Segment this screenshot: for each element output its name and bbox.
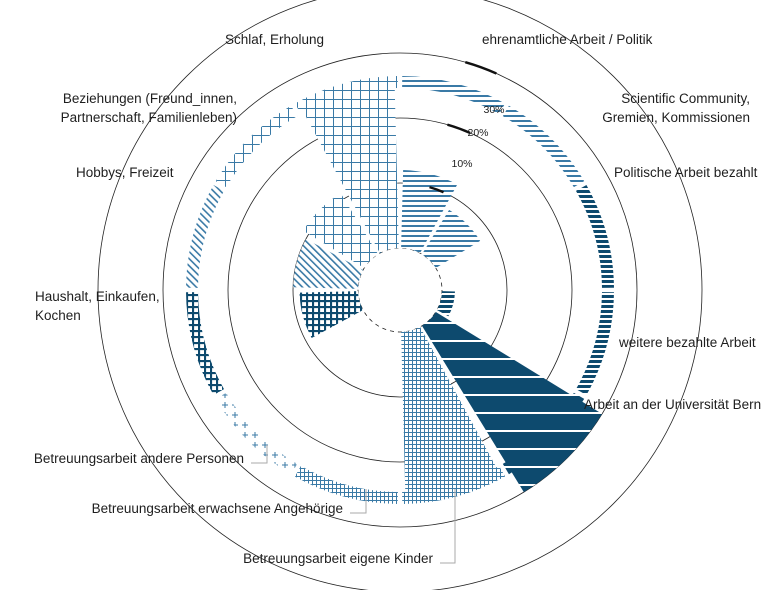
label-line: Gremien, Kommissionen <box>602 110 750 125</box>
radial-tick-labels: 10% 20% 30% <box>429 61 505 194</box>
radial-grid <box>97 0 703 590</box>
grid-circle <box>292 182 508 398</box>
label-andere: Betreuungsarbeit andere Personen <box>34 451 244 466</box>
category-labels: ehrenamtliche Arbeit / Politik Scientific… <box>34 32 761 566</box>
label-haushalt: Haushalt, Einkaufen, Kochen <box>35 289 160 323</box>
label-line: Schlaf, Erholung <box>225 32 324 47</box>
bars <box>293 85 603 501</box>
label-line: Arbeit an der Universität Bern <box>584 397 761 412</box>
bar-scientific <box>421 209 481 269</box>
label-line: Beziehungen (Freund_innen, <box>63 91 237 106</box>
tick-marker <box>429 185 445 194</box>
label-line: Betreuungsarbeit erwachsene Angehörige <box>92 501 343 516</box>
label-line: Scientific Community, <box>621 91 750 106</box>
label-erwachsene: Betreuungsarbeit erwachsene Angehörige <box>92 501 343 516</box>
label-politisch: Politische Arbeit bezahlt <box>614 165 758 180</box>
tick-label: 10% <box>451 158 472 170</box>
label-line: ehrenamtliche Arbeit / Politik <box>482 32 653 47</box>
tick-label: 20% <box>467 127 488 139</box>
grid-circle <box>227 117 573 463</box>
outer-category-ring <box>186 76 614 504</box>
ring-segment-kinder <box>402 465 506 504</box>
label-line: Kochen <box>35 308 81 323</box>
tick-label: 30% <box>483 104 504 116</box>
tick-marker <box>464 61 497 75</box>
grid-circle <box>97 0 703 590</box>
bar-ehrenamtlich <box>401 170 458 254</box>
label-beziehungen: Beziehungen (Freund_innen, Partnerschaft,… <box>61 91 237 125</box>
ring-segment-ehrenamtlich <box>402 76 506 115</box>
bar-hobbys <box>293 238 364 289</box>
label-line: Partnerschaft, Familienleben) <box>61 110 237 125</box>
ring-segment-beziehungen <box>215 105 298 188</box>
ring-segment-erwachsene <box>294 465 398 504</box>
bar-uni <box>421 311 603 493</box>
ring-segment-uni <box>502 392 585 475</box>
label-weitere: weitere bezahlte Arbeit <box>618 335 756 350</box>
bar-weitere <box>436 291 455 317</box>
grid-circle <box>162 52 638 528</box>
tick-marker <box>447 123 471 134</box>
label-kinder: Betreuungsarbeit eigene Kinder <box>243 551 433 566</box>
label-ehrenamtlich: ehrenamtliche Arbeit / Politik <box>482 32 653 47</box>
label-scientific: Scientific Community, Gremien, Kommission… <box>602 91 750 125</box>
ring-segment-andere <box>215 392 298 475</box>
label-line: weitere bezahlte Arbeit <box>618 335 756 350</box>
leader-line-erwachsene <box>350 489 367 514</box>
label-line: Betreuungsarbeit eigene Kinder <box>243 551 433 566</box>
ring-segment-scientific <box>502 105 585 188</box>
ring-segment-hobbys <box>186 184 225 288</box>
ring-segment-schlaf <box>294 76 398 115</box>
grid-circle <box>357 247 443 333</box>
ring-segment-politisch <box>575 184 614 288</box>
leader-lines <box>251 445 456 564</box>
ring-segment-haushalt <box>186 292 225 396</box>
label-uni: Arbeit an der Universität Bern <box>584 397 761 412</box>
label-line: Betreuungsarbeit andere Personen <box>34 451 244 466</box>
leader-line-kinder <box>440 489 456 564</box>
label-hobbys: Hobbys, Freizeit <box>76 165 174 180</box>
bar-haushalt <box>299 291 364 338</box>
label-schlaf: Schlaf, Erholung <box>225 32 324 47</box>
bar-kinder <box>401 326 501 501</box>
bar-schlaf <box>302 85 399 254</box>
label-line: Hobbys, Freizeit <box>76 165 174 180</box>
label-line: Haushalt, Einkaufen, <box>35 289 160 304</box>
bar-beziehungen <box>303 193 379 269</box>
label-line: Politische Arbeit bezahlt <box>614 165 758 180</box>
leader-line-andere <box>251 445 268 464</box>
ring-segment-weitere <box>575 292 614 396</box>
